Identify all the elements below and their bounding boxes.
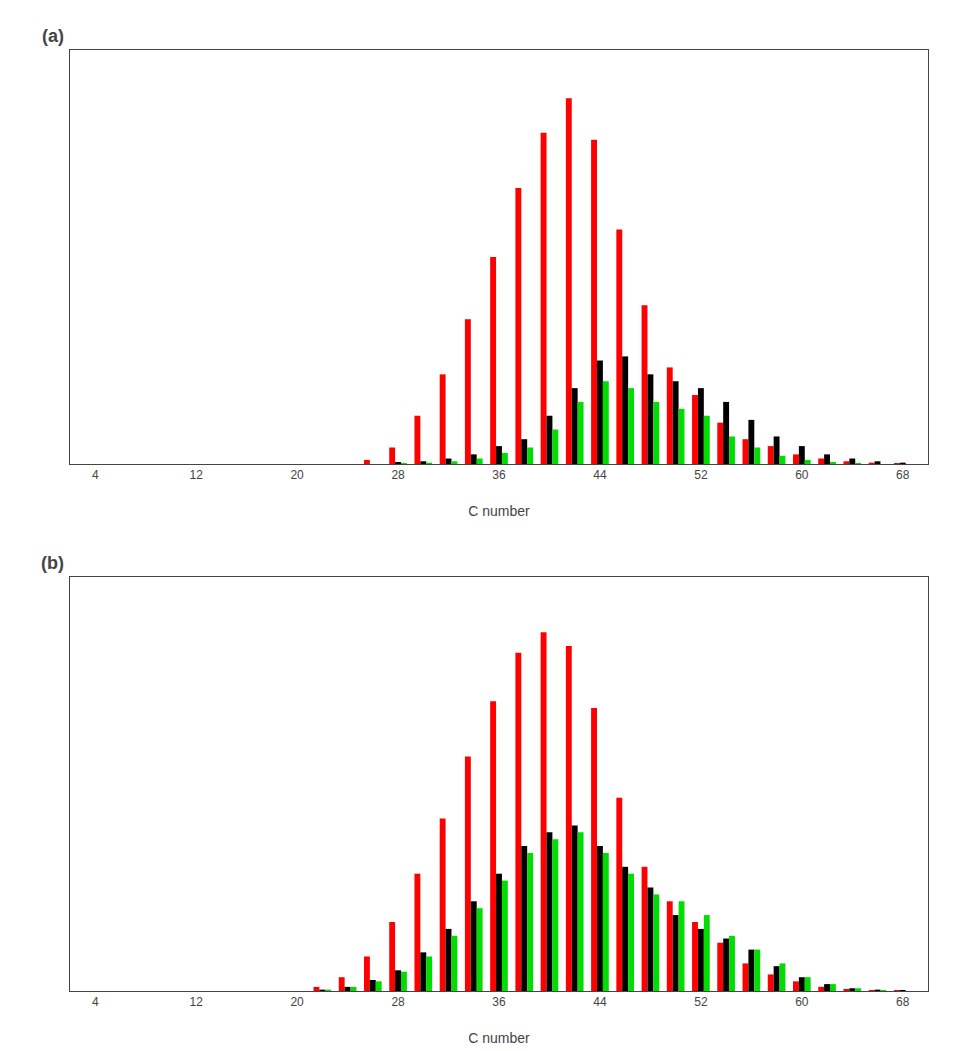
svg-text:28: 28 xyxy=(391,995,405,1009)
svg-text:60: 60 xyxy=(795,995,809,1009)
svg-text:36: 36 xyxy=(492,468,506,482)
svg-text:(b): (b) xyxy=(41,553,64,573)
svg-text:12: 12 xyxy=(190,995,204,1009)
svg-text:44: 44 xyxy=(593,468,607,482)
svg-text:52: 52 xyxy=(694,468,708,482)
svg-text:36: 36 xyxy=(492,995,506,1009)
svg-text:28: 28 xyxy=(391,468,405,482)
svg-text:(a): (a) xyxy=(42,26,64,46)
svg-text:12: 12 xyxy=(190,468,204,482)
svg-text:68: 68 xyxy=(896,468,910,482)
svg-text:44: 44 xyxy=(593,995,607,1009)
svg-text:52: 52 xyxy=(694,995,708,1009)
svg-text:4: 4 xyxy=(92,468,99,482)
svg-text:4: 4 xyxy=(92,995,99,1009)
svg-text:20: 20 xyxy=(290,995,304,1009)
svg-text:68: 68 xyxy=(896,995,910,1009)
svg-text:20: 20 xyxy=(290,468,304,482)
svg-text:60: 60 xyxy=(795,468,809,482)
svg-text:C number: C number xyxy=(468,1030,530,1046)
svg-text:C number: C number xyxy=(468,503,530,519)
